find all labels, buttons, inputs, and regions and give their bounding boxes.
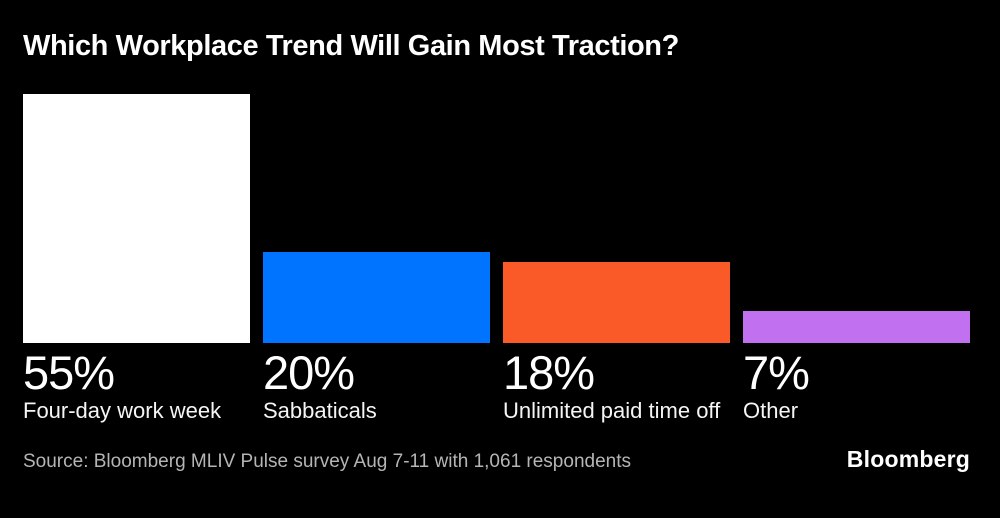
bar-column-sabbaticals: 20% Sabbaticals bbox=[263, 94, 490, 422]
category-label: Four-day work week bbox=[23, 397, 222, 423]
bar-four-day-work-week bbox=[23, 93, 250, 343]
footer: Source: Bloomberg MLIV Pulse survey Aug … bbox=[23, 446, 970, 474]
value-label: 20% bbox=[263, 345, 355, 399]
bar-column-other: 7% Other bbox=[743, 94, 970, 422]
bar-area bbox=[23, 93, 250, 343]
category-label: Unlimited paid time off bbox=[503, 397, 721, 423]
source-note: Source: Bloomberg MLIV Pulse survey Aug … bbox=[23, 450, 631, 472]
chart-container: Which Workplace Trend Will Gain Most Tra… bbox=[0, 30, 1000, 518]
category-label: Other bbox=[743, 397, 799, 423]
value-label: 7% bbox=[743, 345, 810, 399]
bar-area bbox=[263, 94, 490, 343]
bar-area bbox=[743, 94, 970, 343]
chart-title: Which Workplace Trend Will Gain Most Tra… bbox=[23, 30, 679, 62]
bar-chart: 55% Four-day work week 20% Sabbaticals 1… bbox=[23, 93, 970, 423]
bar-other bbox=[743, 310, 970, 343]
bar-area bbox=[503, 94, 730, 343]
bar-column-four-day-work-week: 55% Four-day work week bbox=[23, 93, 250, 423]
bloomberg-logo: Bloomberg bbox=[846, 445, 970, 472]
bar-unlimited-paid-time-off bbox=[503, 261, 730, 343]
value-label: 18% bbox=[503, 345, 595, 399]
bar-column-unlimited-paid-time-off: 18% Unlimited paid time off bbox=[503, 94, 730, 422]
category-label: Sabbaticals bbox=[263, 397, 377, 423]
bar-sabbaticals bbox=[263, 251, 490, 343]
value-label: 55% bbox=[23, 345, 115, 399]
